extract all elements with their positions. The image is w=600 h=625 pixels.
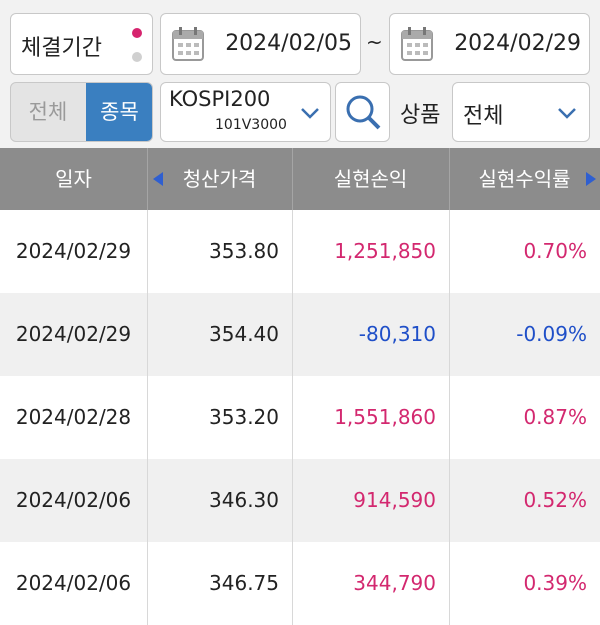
column-divider [147, 293, 148, 376]
table-cell: 0.52% [523, 488, 587, 512]
end-date: 2024/02/29 [454, 31, 581, 56]
category-label: 상품 [400, 103, 441, 128]
table-cell: 353.20 [209, 405, 279, 429]
filter-panel: 체결기간 2024/02/05 ~ 2024/02/29 전체 종목 KOSPI… [0, 0, 600, 148]
product-name: KOSPI200 [169, 87, 271, 111]
table-cell: 346.30 [209, 488, 279, 512]
start-date: 2024/02/05 [225, 31, 352, 56]
scope-toggle: 전체 종목 [10, 82, 153, 142]
period-label: 체결기간 [21, 36, 102, 61]
column-divider [292, 376, 293, 459]
table-cell: 1,251,850 [334, 239, 436, 263]
category-select[interactable]: 전체 [452, 82, 590, 142]
column-divider [292, 293, 293, 376]
calendar-icon [172, 27, 204, 61]
period-dots [132, 28, 142, 62]
table-row[interactable]: 2024/02/29 353.80 1,251,850 0.70% [0, 210, 600, 293]
column-divider [147, 148, 148, 210]
table-cell: 2024/02/06 [15, 571, 132, 595]
toggle-all[interactable]: 전체 [28, 100, 68, 124]
chevron [558, 108, 576, 119]
table-cell: 0.39% [523, 571, 587, 595]
column-header: 일자 [55, 167, 92, 191]
table-cell: 2024/02/06 [15, 488, 132, 512]
start-date-field[interactable]: 2024/02/05 [160, 13, 361, 75]
toggle-item[interactable]: 종목 [86, 83, 152, 141]
product-select[interactable]: KOSPI200 101V3000 [160, 82, 331, 142]
column-divider [292, 148, 293, 210]
column-header: 실현손익 [333, 167, 408, 191]
table-cell: 1,551,860 [334, 405, 436, 429]
table-row[interactable]: 2024/02/06 346.75 344,790 0.39% [0, 542, 600, 625]
table-cell: -80,310 [358, 322, 436, 346]
column-divider [147, 210, 148, 293]
column-divider [449, 542, 450, 625]
column-divider [449, 210, 450, 293]
column-divider [147, 376, 148, 459]
category-value: 전체 [463, 104, 504, 129]
table-cell: 0.87% [523, 405, 587, 429]
column-divider [292, 210, 293, 293]
table-cell: 344,790 [353, 571, 436, 595]
column-divider [449, 148, 450, 210]
table-cell: 354.40 [209, 322, 279, 346]
column-header: 청산가격 [182, 167, 257, 191]
table-row[interactable]: 2024/02/28 353.20 1,551,860 0.87% [0, 376, 600, 459]
calendar-icon [401, 27, 433, 61]
table-row[interactable]: 2024/02/06 346.30 914,590 0.52% [0, 459, 600, 542]
column-divider [449, 459, 450, 542]
table-cell: -0.09% [516, 322, 587, 346]
period-button[interactable]: 체결기간 [10, 13, 153, 75]
table-cell: 0.70% [523, 239, 587, 263]
table-cell: 2024/02/28 [15, 405, 132, 429]
column-divider [449, 293, 450, 376]
table-cell: 346.75 [209, 571, 279, 595]
end-date-field[interactable]: 2024/02/29 [389, 13, 590, 75]
search-button[interactable] [335, 82, 390, 142]
table-cell: 914,590 [353, 488, 436, 512]
column-divider [292, 542, 293, 625]
table-cell: 2024/02/29 [15, 239, 132, 263]
product-code: 101V3000 [215, 117, 287, 133]
search-icon [346, 95, 381, 130]
chevron [301, 108, 319, 119]
date-separator: ~ [366, 30, 383, 54]
table-row[interactable]: 2024/02/29 354.40 -80,310 -0.09% [0, 293, 600, 376]
table-cell: 2024/02/29 [15, 322, 132, 346]
column-header: 실현수익률 [478, 167, 571, 191]
column-divider [147, 542, 148, 625]
column-divider [292, 459, 293, 542]
column-divider [449, 376, 450, 459]
scroll-right[interactable] [585, 171, 597, 187]
column-divider [147, 459, 148, 542]
table-cell: 353.80 [209, 239, 279, 263]
table-header: 일자 청산가격 실현손익 실현수익률 [0, 148, 600, 210]
scroll-left[interactable] [152, 171, 164, 187]
